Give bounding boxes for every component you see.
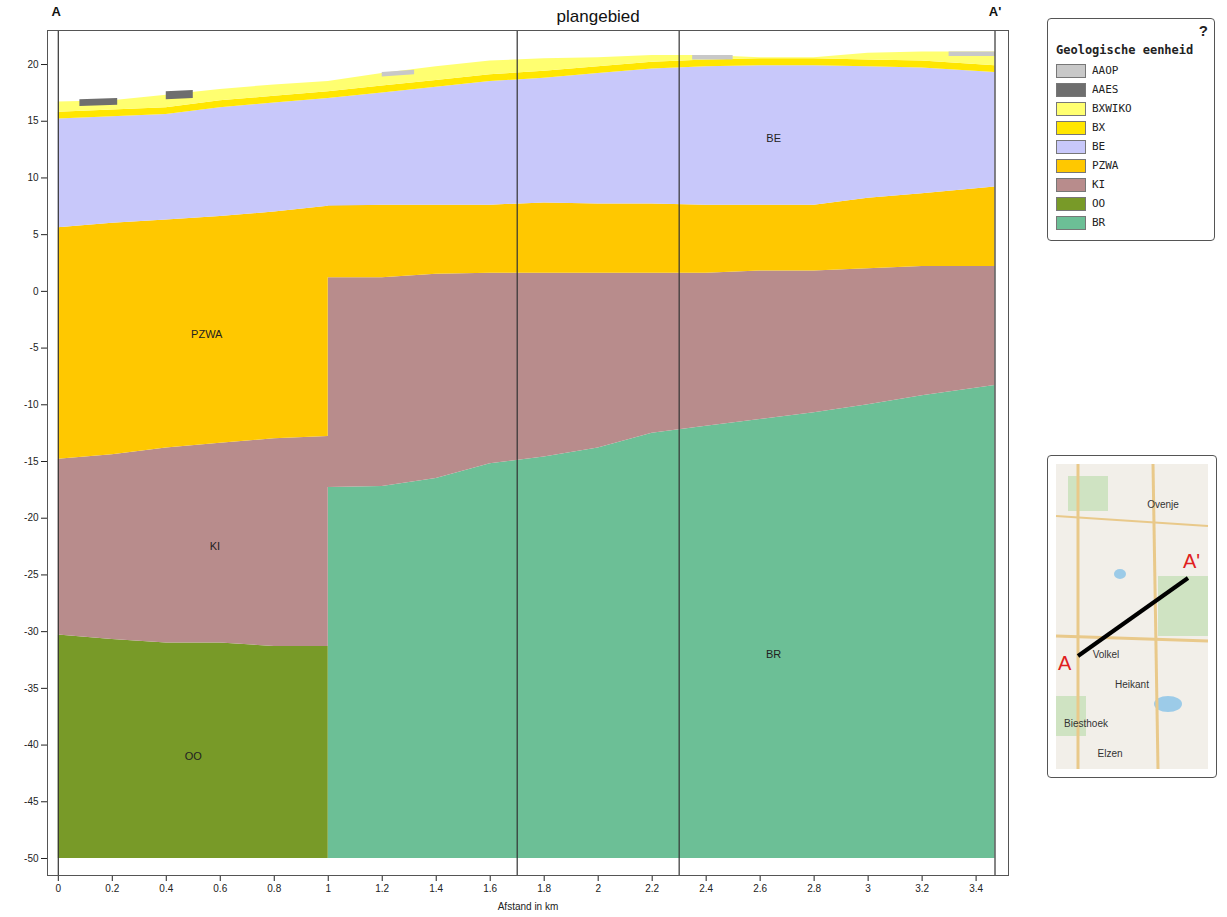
svg-text:KI: KI <box>210 540 220 552</box>
svg-text:0.2: 0.2 <box>105 883 119 894</box>
svg-text:-45: -45 <box>24 796 39 807</box>
svg-text:-35: -35 <box>24 683 39 694</box>
svg-text:A: A <box>52 4 62 19</box>
svg-text:-10: -10 <box>24 399 39 410</box>
svg-text:1.2: 1.2 <box>375 883 389 894</box>
svg-text:-50: -50 <box>24 853 39 864</box>
svg-text:-20: -20 <box>24 512 39 523</box>
svg-text:plangebied: plangebied <box>557 7 640 26</box>
svg-text:BE: BE <box>766 132 781 144</box>
svg-text:-25: -25 <box>24 569 39 580</box>
html-text:AAOP: AAOP <box>1092 64 1119 77</box>
svg-text:2.8: 2.8 <box>807 883 821 894</box>
svg-text:3: 3 <box>865 883 871 894</box>
svg-text:5: 5 <box>33 229 39 240</box>
svg-text:1.6: 1.6 <box>483 883 497 894</box>
html-text:BE: BE <box>1092 140 1106 153</box>
html-text:PZWA: PZWA <box>1092 159 1119 172</box>
svg-text:-5: -5 <box>30 342 39 353</box>
svg-text:A: A <box>1058 652 1072 674</box>
svg-text:2.2: 2.2 <box>645 883 659 894</box>
svg-text:OO: OO <box>185 750 203 762</box>
svg-text:0: 0 <box>33 286 39 297</box>
svg-text:1.4: 1.4 <box>429 883 443 894</box>
svg-text:20: 20 <box>27 59 39 70</box>
svg-text:-15: -15 <box>24 456 39 467</box>
svg-text:0.6: 0.6 <box>213 883 227 894</box>
html-text:AAES: AAES <box>1092 83 1119 96</box>
svg-text:Afstand in km: Afstand in km <box>498 901 559 912</box>
svg-text:Heikant: Heikant <box>1115 679 1149 690</box>
svg-text:1: 1 <box>325 883 331 894</box>
html-text:OO: OO <box>1092 197 1106 210</box>
svg-text:2.6: 2.6 <box>753 883 767 894</box>
svg-text:1.8: 1.8 <box>537 883 551 894</box>
svg-text:2: 2 <box>595 883 601 894</box>
svg-text:A': A' <box>989 4 1001 19</box>
svg-text:0.4: 0.4 <box>159 883 173 894</box>
svg-text:10: 10 <box>27 172 39 183</box>
html-text:BX: BX <box>1092 121 1106 134</box>
svg-text:3.4: 3.4 <box>969 883 983 894</box>
html-text:KI: KI <box>1092 178 1106 191</box>
html-text:BXWIKO: BXWIKO <box>1092 102 1132 115</box>
svg-text:3.2: 3.2 <box>915 883 929 894</box>
svg-text:Ovenje: Ovenje <box>1147 499 1179 510</box>
svg-text:-40: -40 <box>24 739 39 750</box>
html-text:Geologische eenheid: Geologische eenheid <box>1056 43 1194 57</box>
svg-text:Biesthoek: Biesthoek <box>1064 718 1109 729</box>
svg-text:0.8: 0.8 <box>267 883 281 894</box>
svg-text:BR: BR <box>766 648 781 660</box>
svg-text:Volkel: Volkel <box>1093 649 1120 660</box>
svg-text:2.4: 2.4 <box>699 883 713 894</box>
svg-text:A': A' <box>1183 550 1200 572</box>
html-text:BR: BR <box>1092 216 1106 229</box>
svg-text:-30: -30 <box>24 626 39 637</box>
svg-text:15: 15 <box>27 115 39 126</box>
svg-text:Elzen: Elzen <box>1097 748 1122 759</box>
svg-text:0: 0 <box>56 883 62 894</box>
svg-text:PZWA: PZWA <box>191 328 223 340</box>
